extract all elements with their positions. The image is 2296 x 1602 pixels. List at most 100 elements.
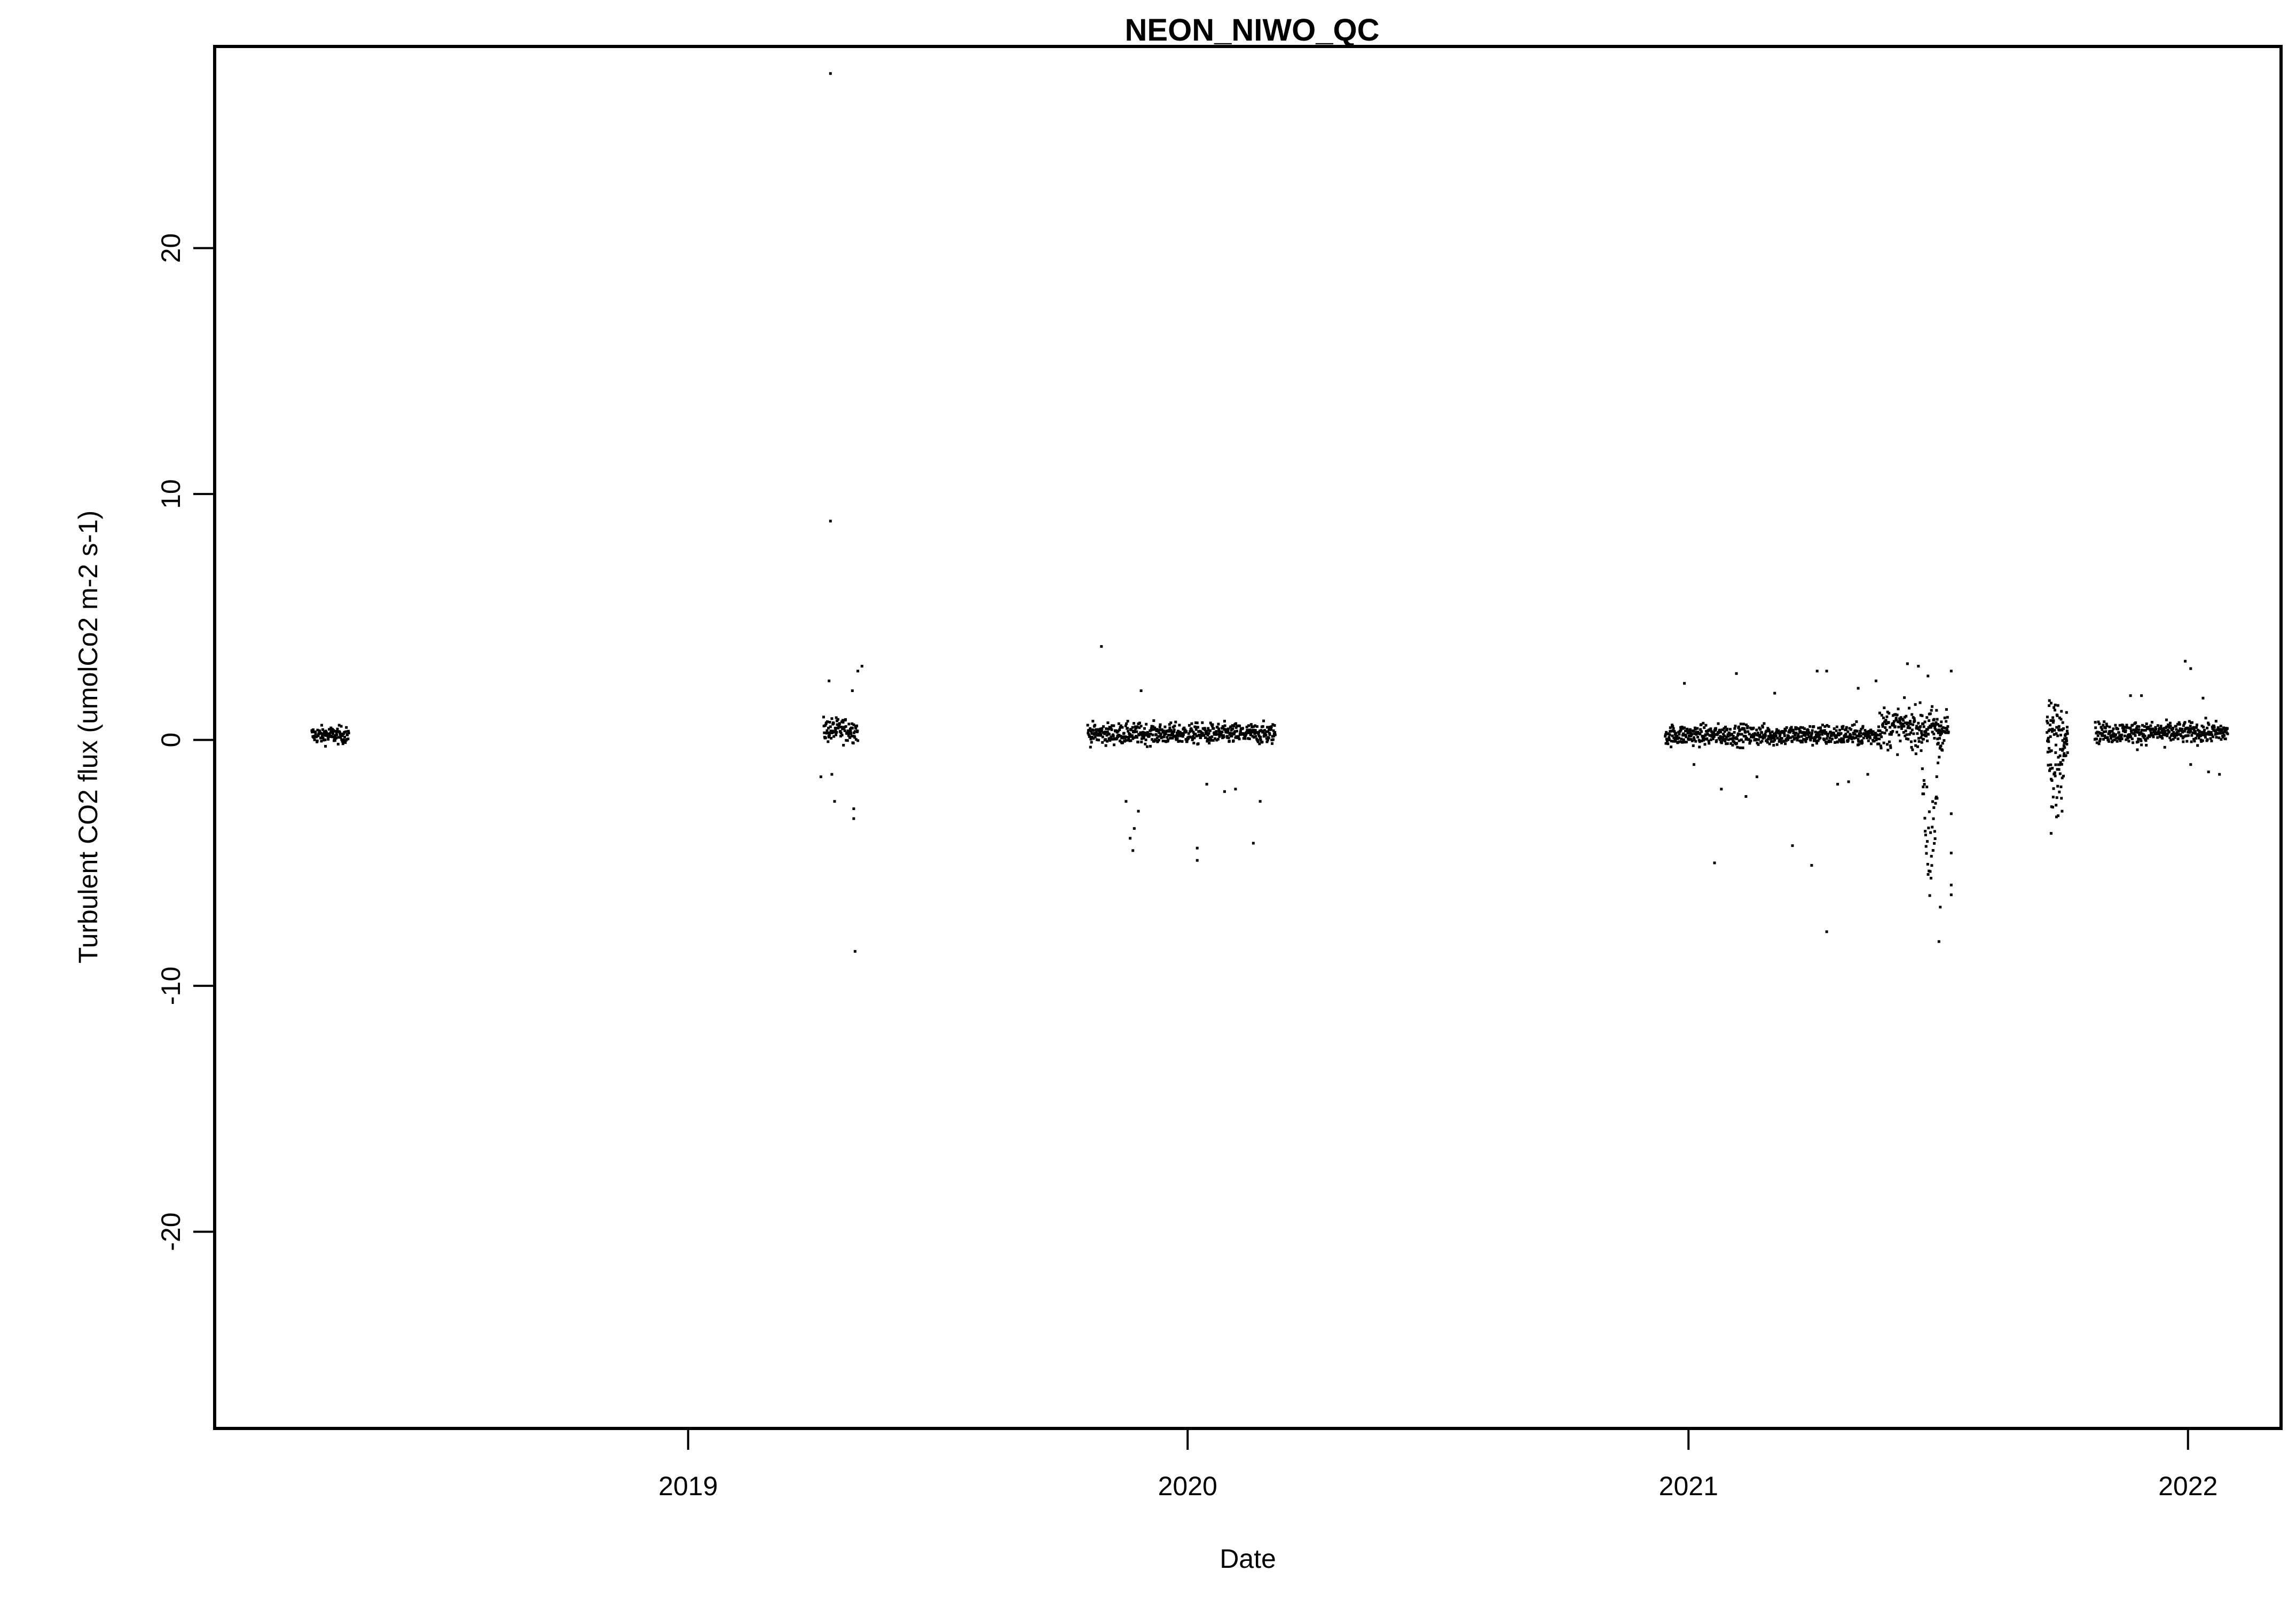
data-point — [1673, 730, 1676, 733]
data-point — [1768, 735, 1772, 739]
data-point — [1823, 739, 1826, 742]
data-point — [1205, 729, 1208, 733]
data-point — [2101, 732, 2104, 735]
data-point — [1121, 741, 1124, 744]
data-point — [2219, 725, 2222, 728]
data-point — [1125, 739, 1128, 742]
data-point — [2126, 726, 2129, 729]
data-point — [1248, 728, 1252, 732]
data-point — [1703, 743, 1707, 746]
data-point — [1727, 735, 1730, 738]
data-point — [826, 720, 829, 723]
data-point — [1805, 737, 1809, 741]
data-point — [1748, 742, 1751, 745]
data-point — [1264, 732, 1267, 735]
data-point — [1202, 734, 1206, 737]
data-point — [1745, 737, 1749, 741]
data-point — [1215, 739, 1218, 742]
data-point — [2050, 719, 2054, 723]
data-point — [1839, 732, 1843, 735]
data-point — [2143, 725, 2146, 728]
data-point — [1261, 741, 1264, 744]
data-point — [2046, 716, 2049, 719]
data-point — [1131, 737, 1135, 740]
data-point — [2062, 747, 2065, 750]
data-point — [2197, 736, 2200, 740]
data-point — [1792, 731, 1796, 734]
data-point — [1727, 738, 1730, 741]
data-point — [1798, 728, 1801, 731]
data-point — [1735, 672, 1738, 675]
data-point — [2157, 730, 2160, 733]
data-point — [1805, 732, 1808, 735]
data-point — [1679, 726, 1682, 729]
data-point — [1098, 731, 1102, 734]
data-point — [1180, 734, 1183, 737]
data-point — [2153, 731, 2157, 734]
data-point — [1811, 732, 1814, 735]
data-point — [819, 775, 822, 779]
data-point — [1772, 737, 1774, 740]
data-point — [2061, 721, 2064, 724]
data-point — [1921, 714, 1924, 717]
data-point — [1135, 736, 1138, 739]
data-point — [2063, 746, 2066, 749]
data-point — [2127, 740, 2130, 743]
data-point — [1936, 797, 1939, 800]
data-point — [2201, 696, 2205, 700]
data-point — [2155, 727, 2157, 731]
data-point — [1817, 739, 1820, 742]
data-point — [2046, 731, 2049, 734]
data-point — [2148, 735, 2151, 738]
data-point — [1107, 727, 1110, 731]
data-point — [2060, 763, 2063, 766]
data-point — [1925, 716, 1929, 719]
data-point — [1106, 740, 1109, 743]
data-point — [856, 739, 860, 742]
data-point — [1847, 739, 1850, 742]
data-point — [1232, 739, 1235, 742]
data-point — [2161, 732, 2164, 734]
data-point — [1715, 739, 1718, 742]
data-point — [1204, 736, 1207, 739]
data-point — [1201, 721, 1204, 724]
data-point — [2136, 748, 2139, 751]
data-point — [1728, 728, 1732, 731]
data-point — [1809, 725, 1812, 728]
data-point — [1686, 732, 1689, 735]
data-point — [317, 734, 320, 737]
data-point — [1803, 727, 1806, 731]
data-point — [1236, 725, 1239, 728]
data-point — [1272, 729, 1275, 732]
data-point — [1922, 737, 1925, 741]
data-point — [856, 670, 860, 673]
data-point — [1888, 740, 1891, 743]
data-point — [2059, 718, 2063, 721]
data-point — [2172, 737, 2175, 741]
data-point — [1195, 734, 1198, 737]
data-point — [1216, 733, 1220, 736]
data-point — [1209, 729, 1212, 732]
data-point — [1129, 739, 1133, 742]
data-point — [1891, 730, 1894, 733]
data-point — [847, 734, 850, 737]
data-point — [1095, 730, 1098, 733]
data-point — [1842, 737, 1845, 741]
data-point — [343, 736, 346, 739]
data-point — [1846, 730, 1850, 733]
data-point — [825, 729, 829, 732]
data-point — [1935, 775, 1938, 778]
data-point — [1799, 729, 1802, 733]
data-point — [1875, 737, 1878, 740]
data-point — [2142, 729, 2145, 732]
data-point — [1130, 734, 1134, 737]
data-point — [1913, 719, 1916, 723]
data-point — [2165, 725, 2168, 728]
data-point — [1169, 736, 1172, 740]
data-point — [1877, 734, 1880, 737]
data-point — [2094, 721, 2097, 724]
data-point — [1143, 731, 1146, 734]
data-point — [1249, 723, 1253, 726]
data-point — [1163, 725, 1167, 728]
data-point — [2172, 726, 2174, 729]
